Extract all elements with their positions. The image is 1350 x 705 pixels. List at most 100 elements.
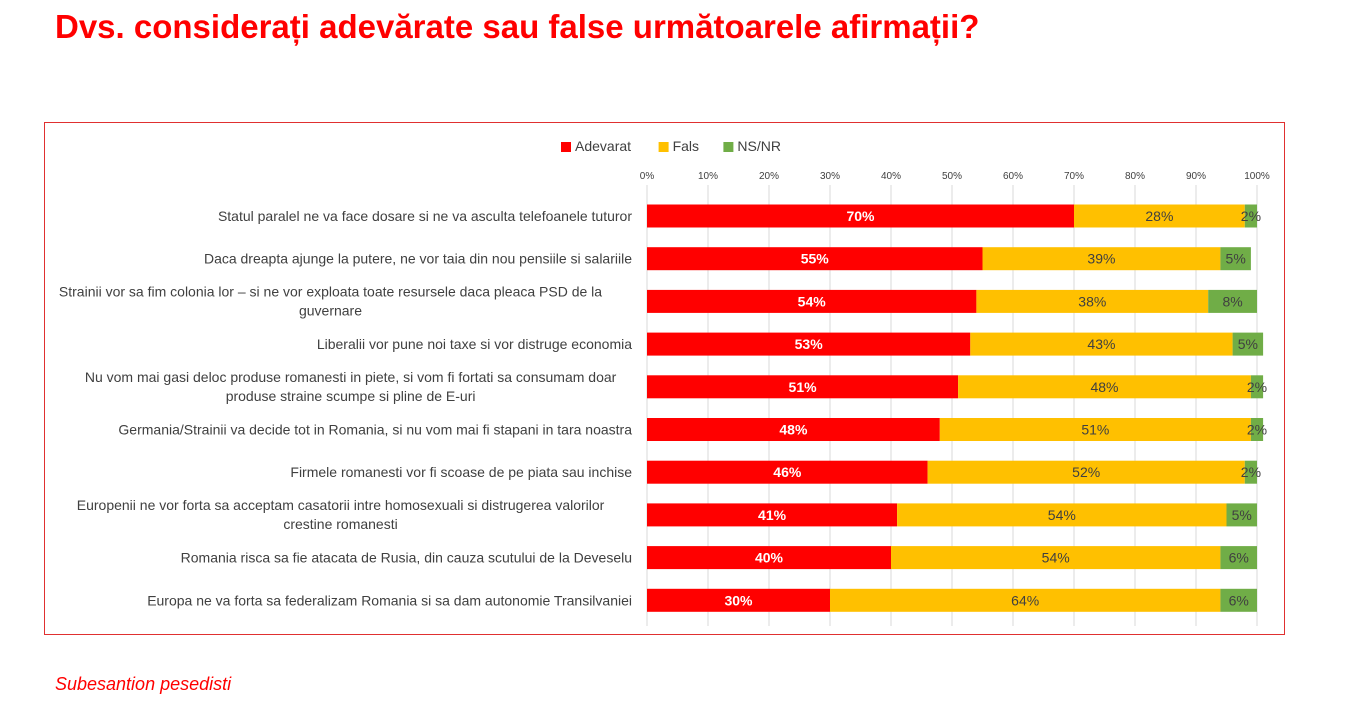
bar-data-label: 48% xyxy=(1090,379,1118,395)
bar-data-label: 40% xyxy=(755,550,784,566)
bar-data-label: 6% xyxy=(1229,592,1249,608)
bar-data-label: 48% xyxy=(779,422,808,438)
legend-label: Adevarat xyxy=(575,138,631,154)
bar-segment xyxy=(982,247,1221,271)
bar-segment xyxy=(958,375,1251,399)
category-labels: Statul paralel ne va face dosare si ne v… xyxy=(59,208,632,608)
bar-data-label: 55% xyxy=(801,251,830,267)
x-tick-label: 0% xyxy=(640,171,655,182)
bar-data-label: 53% xyxy=(795,336,824,352)
bar-data-label: 54% xyxy=(798,293,827,309)
legend-label: NS/NR xyxy=(737,138,781,154)
chart-legend: Adevarat Fals NS/NR xyxy=(561,138,781,154)
bar-data-label: 5% xyxy=(1238,336,1258,352)
legend-swatch xyxy=(561,142,571,152)
bar-data-label: 6% xyxy=(1229,550,1249,566)
bar-segment xyxy=(1208,289,1257,313)
bar-data-label: 52% xyxy=(1072,464,1100,480)
bar-data-label: 54% xyxy=(1042,550,1070,566)
bar-segment xyxy=(976,289,1209,313)
category-label: Europa ne va forta sa federalizam Romani… xyxy=(147,592,632,608)
legend-label: Fals xyxy=(673,138,699,154)
category-label-line: Nu vom mai gasi deloc produse romanesti … xyxy=(85,369,617,385)
bar-data-label: 41% xyxy=(758,507,787,523)
x-axis-tick-labels: 0% 10% 20% 30% 40% 50% 60% 70% 80% 90% 100% xyxy=(640,171,1270,182)
bar-data-label: 5% xyxy=(1226,251,1246,267)
bar-segment xyxy=(891,546,1221,570)
category-label-line: Europenii ne vor forta sa acceptam casat… xyxy=(77,497,605,513)
bar-data-label: 28% xyxy=(1145,208,1173,224)
bar-segment xyxy=(1220,247,1251,271)
bar-data-label: 43% xyxy=(1087,336,1115,352)
bar-data-label: 2% xyxy=(1241,464,1261,480)
x-tick-label: 10% xyxy=(698,171,718,182)
bar-segment xyxy=(927,460,1245,484)
category-label: Liberalii vor pune noi taxe si vor distr… xyxy=(317,336,632,352)
legend-swatch xyxy=(723,142,734,152)
x-tick-label: 70% xyxy=(1064,171,1084,182)
bar-segment xyxy=(1250,418,1264,441)
x-tick-label: 40% xyxy=(881,171,901,182)
bar-segment xyxy=(647,204,1074,228)
bar-segment xyxy=(939,418,1251,441)
x-tick-label: 50% xyxy=(942,171,962,182)
bar-data-label: 2% xyxy=(1241,208,1261,224)
category-label: Daca dreapta ajunge la putere, ne vor ta… xyxy=(204,251,632,267)
stacked-bar-chart: Adevarat Fals NS/NR 0% 10% 20% 30% 40% 50% 60% 70… xyxy=(59,138,1270,626)
legend-swatch xyxy=(658,142,669,152)
bar-data-label: 5% xyxy=(1232,507,1252,523)
bar-data-label: 70% xyxy=(846,208,875,224)
x-tick-label: 20% xyxy=(759,171,779,182)
bar-segment xyxy=(1232,332,1264,356)
bar-segment xyxy=(1220,546,1257,570)
bar-segment xyxy=(647,375,959,399)
bar-segment xyxy=(830,588,1221,612)
bar-segment xyxy=(647,247,983,271)
category-label: Nu vom mai gasi deloc produse romanesti … xyxy=(85,369,617,404)
category-label-line: produse straine scumpe si pline de E-uri xyxy=(226,388,476,404)
bar-segment xyxy=(647,503,898,527)
category-label: Romania risca sa fie atacata de Rusia, d… xyxy=(181,550,632,566)
x-tick-label: 60% xyxy=(1003,171,1023,182)
bar-segment xyxy=(1250,375,1264,399)
bar-data-label: 38% xyxy=(1078,293,1106,309)
bar-segment xyxy=(1220,588,1257,612)
bar-segment xyxy=(1244,204,1257,228)
bar-segment xyxy=(1226,503,1257,527)
chart-bars: 70% 28% 2% 55% 39% 5% 54% 38% 8% 53% 43% 5% 51% 48% 2%… xyxy=(647,204,1267,612)
x-tick-label: 80% xyxy=(1125,171,1145,182)
bar-data-label: 2% xyxy=(1247,422,1267,438)
category-label-line: guvernare xyxy=(299,302,362,318)
bar-data-label: 64% xyxy=(1011,592,1039,608)
category-label: Germania/Strainii va decide tot in Roman… xyxy=(118,422,632,438)
category-label: Strainii vor sa fim colonia lor – si ne … xyxy=(59,283,602,318)
category-label: Firmele romanesti vor fi scoase de pe pi… xyxy=(290,464,632,480)
category-label: Europenii ne vor forta sa acceptam casat… xyxy=(77,497,605,532)
page-title: Dvs. considerați adevărate sau false urm… xyxy=(55,8,980,45)
footnote: Subesantion pesedisti xyxy=(55,674,232,694)
bar-segment xyxy=(897,503,1227,527)
x-tick-label: 90% xyxy=(1186,171,1206,182)
category-label-line: crestine romanesti xyxy=(283,516,397,532)
category-label: Statul paralel ne va face dosare si ne v… xyxy=(218,208,632,224)
bar-data-label: 51% xyxy=(1081,422,1109,438)
bar-segment xyxy=(1074,204,1245,228)
x-tick-label: 30% xyxy=(820,171,840,182)
bar-data-label: 46% xyxy=(773,464,802,480)
bar-segment xyxy=(1244,460,1257,484)
bar-segment xyxy=(970,332,1233,356)
bar-data-label: 8% xyxy=(1222,293,1242,309)
bar-segment xyxy=(647,460,928,484)
bar-data-label: 54% xyxy=(1048,507,1076,523)
bar-segment xyxy=(647,588,830,612)
bar-segment xyxy=(647,418,940,441)
bar-data-label: 30% xyxy=(724,592,753,608)
bar-data-label: 39% xyxy=(1087,251,1115,267)
bar-segment xyxy=(647,289,977,313)
bar-data-label: 2% xyxy=(1247,379,1267,395)
chart-container: Adevarat Fals NS/NR 0% 10% 20% 30% 40% 50% 60% 70… xyxy=(44,122,1285,635)
category-label-line: Strainii vor sa fim colonia lor – si ne … xyxy=(59,283,602,299)
bar-segment xyxy=(647,546,891,570)
x-tick-label: 100% xyxy=(1244,171,1270,182)
bar-data-label: 51% xyxy=(789,379,818,395)
